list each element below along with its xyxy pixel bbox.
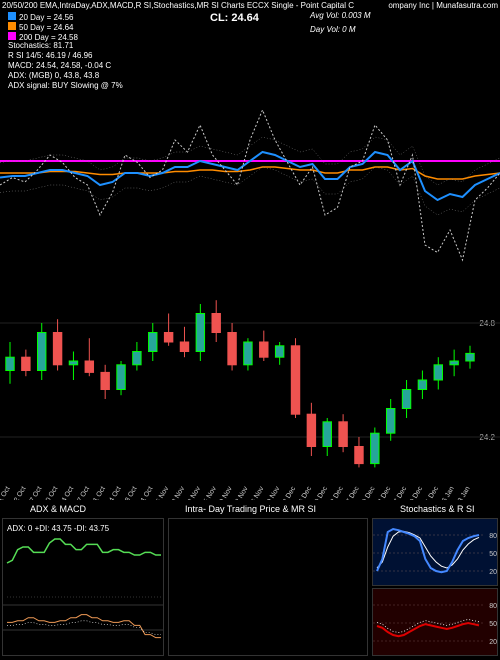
adx-label: ADX: (MGB) 0, 43.8, 43.8 — [8, 72, 99, 81]
svg-text:27 Dec: 27 Dec — [391, 485, 408, 500]
svg-text:24 Dec: 24 Dec — [375, 485, 392, 500]
svg-text:01 Oct: 01 Oct — [0, 485, 12, 500]
svg-text:50: 50 — [489, 551, 497, 558]
svg-text:19 Nov: 19 Nov — [217, 485, 234, 500]
ema50-swatch — [8, 22, 16, 30]
stochastics-rsi-title: Stochastics & R SI — [400, 505, 475, 515]
adx-macd-title: ADX & MACD — [30, 505, 86, 515]
adx-macd-chart: ADX: 0 +DI: 43.75 -DI: 43.75 — [2, 518, 164, 656]
svg-text:80: 80 — [489, 603, 497, 610]
price-ema-chart — [0, 95, 500, 275]
close-price-label: CL: 24.64 — [210, 12, 259, 24]
rsi-label: R SI 14/5: 46.19 / 46.96 — [8, 52, 93, 61]
svg-text:15 Nov: 15 Nov — [201, 485, 218, 500]
svg-text:80: 80 — [489, 533, 497, 540]
svg-text:08 Jan: 08 Jan — [455, 485, 472, 500]
header-company: ompany Inc | Munafasutra.com — [388, 2, 498, 11]
svg-text:21 Oct: 21 Oct — [91, 485, 107, 500]
ema20-swatch — [8, 12, 16, 20]
svg-text:24 Oct: 24 Oct — [106, 485, 122, 500]
stochastics-chart: 80 50 20 — [372, 518, 498, 586]
svg-text:12 Nov: 12 Nov — [185, 485, 202, 500]
svg-text:28 Oct: 28 Oct — [122, 485, 138, 500]
svg-text:14 Oct: 14 Oct — [59, 485, 75, 500]
avg-vol-label: Avg Vol: 0.003 M — [310, 12, 370, 21]
svg-text:50: 50 — [489, 621, 497, 628]
rsi-chart: 80 50 20 — [372, 588, 498, 656]
svg-text:08 Nov: 08 Nov — [169, 485, 186, 500]
svg-text:17 Oct: 17 Oct — [75, 485, 91, 500]
intraday-title: Intra- Day Trading Price & MR SI — [185, 505, 316, 515]
svg-text:10 Dec: 10 Dec — [312, 485, 329, 500]
ema200-swatch — [8, 32, 16, 40]
svg-text:20: 20 — [489, 639, 497, 646]
stochastics-label: Stochastics: 81.71 — [8, 42, 73, 51]
svg-text:06 Dec: 06 Dec — [296, 485, 313, 500]
header-title: 20/50/200 EMA,IntraDay,ADX,MACD,R SI,Sto… — [2, 2, 354, 11]
svg-text:10 Oct: 10 Oct — [43, 485, 59, 500]
svg-text:20 Dec: 20 Dec — [359, 485, 376, 500]
svg-text:07 Oct: 07 Oct — [27, 485, 43, 500]
day-vol-label: Day Vol: 0 M — [310, 26, 356, 35]
ema50-label: 50 Day = 24.64 — [19, 23, 73, 32]
adx-signal-label: ADX signal: BUY Slowing @ 7% — [8, 82, 123, 91]
svg-text:31 Oct: 31 Oct — [138, 485, 154, 500]
svg-text:31 Dec: 31 Dec — [423, 485, 440, 500]
svg-text:03 Dec: 03 Dec — [280, 485, 297, 500]
svg-text:26 Nov: 26 Nov — [248, 485, 265, 500]
svg-text:22 Nov: 22 Nov — [233, 485, 250, 500]
svg-text:17 Dec: 17 Dec — [344, 485, 361, 500]
candlestick-chart: 24.824.201 Oct02 Oct07 Oct10 Oct14 Oct17… — [0, 280, 500, 500]
svg-text:06 Jan: 06 Jan — [439, 485, 456, 500]
macd-label: MACD: 24.54, 24.58, -0.04 C — [8, 62, 111, 71]
svg-text:30 Dec: 30 Dec — [407, 485, 424, 500]
svg-text:29 Nov: 29 Nov — [264, 485, 281, 500]
svg-text:20: 20 — [489, 569, 497, 576]
svg-text:ADX: 0 +DI: 43.75 -DI: 43.75: ADX: 0 +DI: 43.75 -DI: 43.75 — [7, 524, 110, 533]
ema20-label: 20 Day = 24.56 — [19, 13, 73, 22]
intraday-chart — [168, 518, 368, 656]
svg-text:02 Oct: 02 Oct — [11, 485, 27, 500]
svg-text:13 Dec: 13 Dec — [328, 485, 345, 500]
svg-text:05 Nov: 05 Nov — [153, 485, 170, 500]
